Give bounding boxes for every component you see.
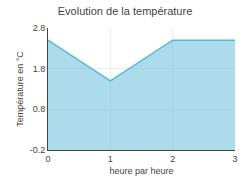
svg-text:1.8: 1.8 — [33, 64, 46, 74]
svg-text:Evolution de la température: Evolution de la température — [58, 5, 193, 17]
svg-text:1: 1 — [108, 154, 113, 164]
svg-text:Température en °C: Température en °C — [15, 51, 25, 127]
svg-text:0.8: 0.8 — [33, 104, 46, 114]
svg-text:heure par heure: heure par heure — [109, 166, 173, 176]
svg-text:3: 3 — [232, 154, 237, 164]
svg-text:2: 2 — [170, 154, 175, 164]
svg-text:2.8: 2.8 — [33, 23, 46, 33]
svg-text:0: 0 — [45, 154, 50, 164]
svg-text:-0.2: -0.2 — [30, 145, 46, 155]
